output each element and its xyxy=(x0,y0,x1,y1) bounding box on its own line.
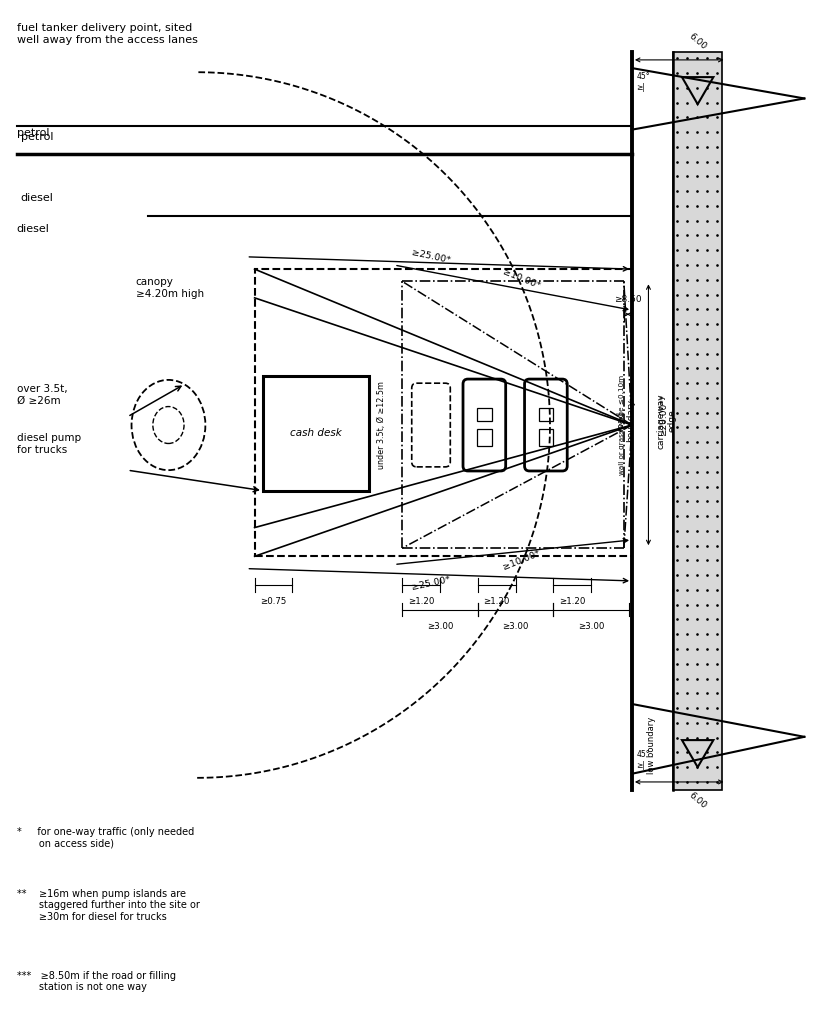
Text: *     for one-way traffic (only needed
       on access side): * for one-way traffic (only needed on ac… xyxy=(16,827,194,849)
Bar xyxy=(673,51,722,791)
Text: carriageway
edge: carriageway edge xyxy=(657,393,677,449)
Text: canopy
≥4.20m high: canopy ≥4.20m high xyxy=(135,278,204,299)
Text: diesel pump
for trucks: diesel pump for trucks xyxy=(16,433,80,455)
Text: under 3.5t, Ø ≥12.5m: under 3.5t, Ø ≥12.5m xyxy=(378,381,387,469)
Text: ≥20.00**: ≥20.00** xyxy=(658,393,667,436)
Text: ≥3.00: ≥3.00 xyxy=(502,622,529,631)
Text: ≥0.75: ≥0.75 xyxy=(260,597,287,606)
Text: fuel tanker delivery point, sited
well away from the access lanes: fuel tanker delivery point, sited well a… xyxy=(16,23,198,45)
Text: low boundary: low boundary xyxy=(647,717,656,774)
Text: ≥1.20: ≥1.20 xyxy=(559,597,585,606)
Text: 45°
≥|: 45° ≥| xyxy=(636,751,649,770)
Text: ***   ≥8.50m if the road or filling
       station is not one way: *** ≥8.50m if the road or filling statio… xyxy=(16,971,176,992)
Bar xyxy=(477,408,492,421)
Text: ≥8.50: ≥8.50 xyxy=(614,295,642,304)
Text: ≥3.00: ≥3.00 xyxy=(578,622,604,631)
Text: ≥1.20: ≥1.20 xyxy=(484,597,510,606)
Text: road
boundary: road boundary xyxy=(616,399,635,442)
Text: 45°
≥|: 45° ≥| xyxy=(636,73,649,91)
Text: ≥25.00*: ≥25.00* xyxy=(410,574,452,592)
Text: diesel: diesel xyxy=(21,194,53,204)
Text: over 3.5t,
Ø ≥26m: over 3.5t, Ø ≥26m xyxy=(16,384,67,406)
Text: ≥25.00*: ≥25.00* xyxy=(410,248,452,265)
Text: wall or grass verge ≤0.10m: wall or grass verge ≤0.10m xyxy=(619,375,626,475)
Text: petrol: petrol xyxy=(21,132,53,142)
Bar xyxy=(539,429,553,445)
Bar xyxy=(255,269,632,556)
Text: 6.00: 6.00 xyxy=(687,791,709,810)
Text: ≥3.00: ≥3.00 xyxy=(427,622,453,631)
Text: ≥10.00*: ≥10.00* xyxy=(501,549,541,572)
Text: ≥1.20: ≥1.20 xyxy=(408,597,434,606)
Bar xyxy=(477,429,492,445)
Text: ≥10.00*: ≥10.00* xyxy=(501,267,541,291)
Text: cash desk: cash desk xyxy=(291,428,342,438)
Text: **    ≥16m when pump islands are
       staggered further into the site or
     : ** ≥16m when pump islands are staggered … xyxy=(16,889,200,922)
Bar xyxy=(263,376,369,490)
Text: 6.00: 6.00 xyxy=(687,32,709,51)
Text: diesel: diesel xyxy=(16,224,49,234)
Text: petrol: petrol xyxy=(16,128,49,138)
Bar xyxy=(539,408,553,421)
